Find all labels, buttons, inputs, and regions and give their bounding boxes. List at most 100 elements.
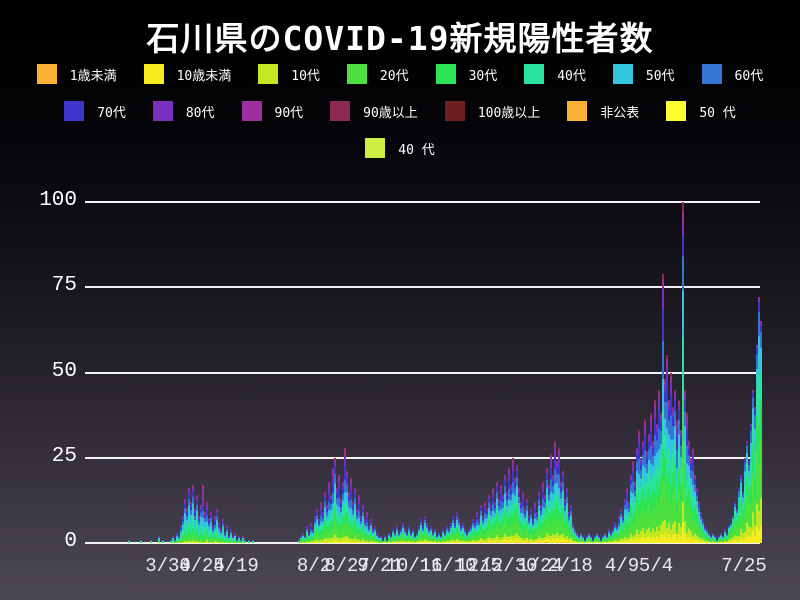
y-tick-label: 25 <box>51 444 77 468</box>
stacked-bar <box>414 536 416 543</box>
x-tick-label: 2/18 <box>547 555 593 577</box>
stacked-bar <box>232 536 234 543</box>
stacked-bar <box>508 467 510 543</box>
stacked-bar <box>440 536 442 543</box>
stacked-bar <box>376 532 378 543</box>
legend-item: 50 代 <box>666 101 736 121</box>
stacked-bar <box>658 389 660 543</box>
stacked-bar <box>196 495 198 543</box>
legend-swatch <box>524 64 545 84</box>
stacked-bar <box>308 532 310 543</box>
x-tick-label: 1/24 <box>517 555 563 577</box>
stacked-bar <box>600 539 602 543</box>
stacked-bar <box>442 529 444 543</box>
stacked-bar <box>472 519 474 543</box>
stacked-bar <box>752 389 754 543</box>
stacked-bar <box>708 532 710 543</box>
stacked-bar <box>460 525 462 543</box>
stacked-bar <box>584 539 586 543</box>
stacked-bar <box>412 529 414 543</box>
gridline <box>85 201 760 203</box>
stacked-bar <box>652 440 654 543</box>
stacked-bar <box>580 532 582 543</box>
legend-swatch <box>64 101 85 121</box>
stacked-bar <box>360 515 362 543</box>
stacked-bar <box>682 202 684 543</box>
legend-label: 90歳以上 <box>363 105 418 121</box>
stacked-bar <box>140 539 142 543</box>
stacked-bar <box>672 406 674 543</box>
stacked-bar <box>236 539 238 543</box>
legend-label: 1歳未満 <box>69 68 117 84</box>
stacked-bar <box>546 467 548 543</box>
stacked-bar <box>178 536 180 543</box>
stacked-bar <box>674 389 676 543</box>
stacked-bar <box>348 491 350 543</box>
stacked-bar <box>396 525 398 543</box>
legend-swatch <box>330 101 351 121</box>
stacked-bar <box>482 515 484 543</box>
stacked-bar <box>338 474 340 543</box>
stacked-bar <box>730 522 732 543</box>
stacked-bar <box>314 515 316 543</box>
stacked-bar <box>240 539 242 543</box>
stacked-bar <box>374 525 376 543</box>
legend-item: 100歳以上 <box>444 101 540 121</box>
stacked-bar <box>716 539 718 543</box>
stacked-bar <box>446 525 448 543</box>
stacked-bar <box>474 522 476 543</box>
legend-label: 30代 <box>468 68 498 84</box>
stacked-bar <box>476 512 478 543</box>
stacked-bar <box>608 529 610 543</box>
x-tick-label: 5/4 <box>638 555 674 577</box>
stacked-bar <box>598 536 600 543</box>
stacked-bar <box>368 525 370 543</box>
stacked-bar <box>550 454 552 543</box>
stacked-bar <box>452 515 454 543</box>
stacked-bar <box>656 423 658 543</box>
stacked-bar <box>382 539 384 543</box>
stacked-bar <box>738 488 740 543</box>
stacked-bar <box>450 522 452 543</box>
legend-item: 10歳未満 <box>143 64 231 84</box>
stacked-bar <box>408 525 410 543</box>
legend-swatch <box>258 64 279 84</box>
stacked-bar <box>180 525 182 543</box>
stacked-bar <box>528 515 530 543</box>
stacked-bar <box>204 512 206 543</box>
stacked-bar <box>312 529 314 543</box>
stacked-bar <box>718 536 720 543</box>
stacked-bar <box>518 488 520 543</box>
stacked-bar <box>222 519 224 543</box>
stacked-bar <box>128 539 130 543</box>
stacked-bar <box>722 536 724 543</box>
stacked-bar <box>632 461 634 543</box>
legend: 1歳未満 10歳未満 10代 20代 30代 40代 50代 60代 70代 80代 90代 90歳以… <box>0 64 800 158</box>
stacked-bar <box>434 529 436 543</box>
y-tick-label: 0 <box>64 530 77 553</box>
stacked-bar <box>726 532 728 543</box>
stacked-bar <box>712 532 714 543</box>
stacked-bar <box>466 532 468 543</box>
stacked-bar <box>654 399 656 543</box>
stacked-bar <box>416 532 418 543</box>
stacked-bar <box>310 522 312 543</box>
stacked-bar <box>548 485 550 543</box>
legend-item: 40 代 <box>365 138 435 158</box>
stacked-bar <box>688 440 690 543</box>
stacked-bar <box>478 519 480 543</box>
stacked-bar <box>562 471 564 543</box>
stacked-bar <box>586 536 588 543</box>
stacked-bar <box>328 481 330 543</box>
gridline <box>85 542 760 544</box>
gridline <box>85 286 760 289</box>
stacked-bar <box>642 440 644 543</box>
stacked-bar <box>566 488 568 543</box>
stacked-bar <box>172 536 174 543</box>
stacked-bar <box>664 379 666 543</box>
stacked-bar <box>498 498 500 543</box>
stacked-bar <box>304 536 306 543</box>
stacked-bar <box>572 522 574 543</box>
stacked-bar <box>578 536 580 543</box>
stacked-bar <box>252 539 254 543</box>
